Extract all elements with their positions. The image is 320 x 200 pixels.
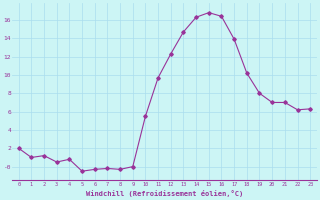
X-axis label: Windchill (Refroidissement éolien,°C): Windchill (Refroidissement éolien,°C) [86, 190, 243, 197]
